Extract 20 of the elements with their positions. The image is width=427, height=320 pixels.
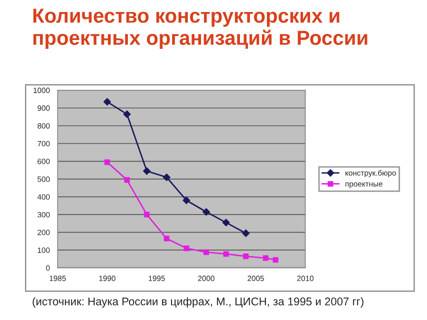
point	[164, 236, 170, 242]
point	[262, 255, 268, 261]
point	[162, 174, 170, 181]
chart-title: Количество конструкторских и проектных организаций в России	[33, 8, 368, 49]
point	[222, 218, 230, 226]
point	[223, 251, 229, 257]
point	[104, 98, 111, 106]
point	[202, 208, 210, 216]
point	[123, 110, 131, 118]
text: (источник: Наука России в цифрах, М., ЦИСН, за 1995 и 2007 гг)	[32, 297, 364, 308]
point	[143, 167, 150, 175]
point	[243, 254, 249, 260]
point	[184, 246, 190, 252]
point	[203, 249, 210, 255]
point	[182, 196, 190, 204]
point	[272, 257, 278, 263]
point	[104, 159, 110, 165]
point	[242, 230, 250, 237]
point	[144, 212, 150, 218]
point	[124, 177, 130, 183]
